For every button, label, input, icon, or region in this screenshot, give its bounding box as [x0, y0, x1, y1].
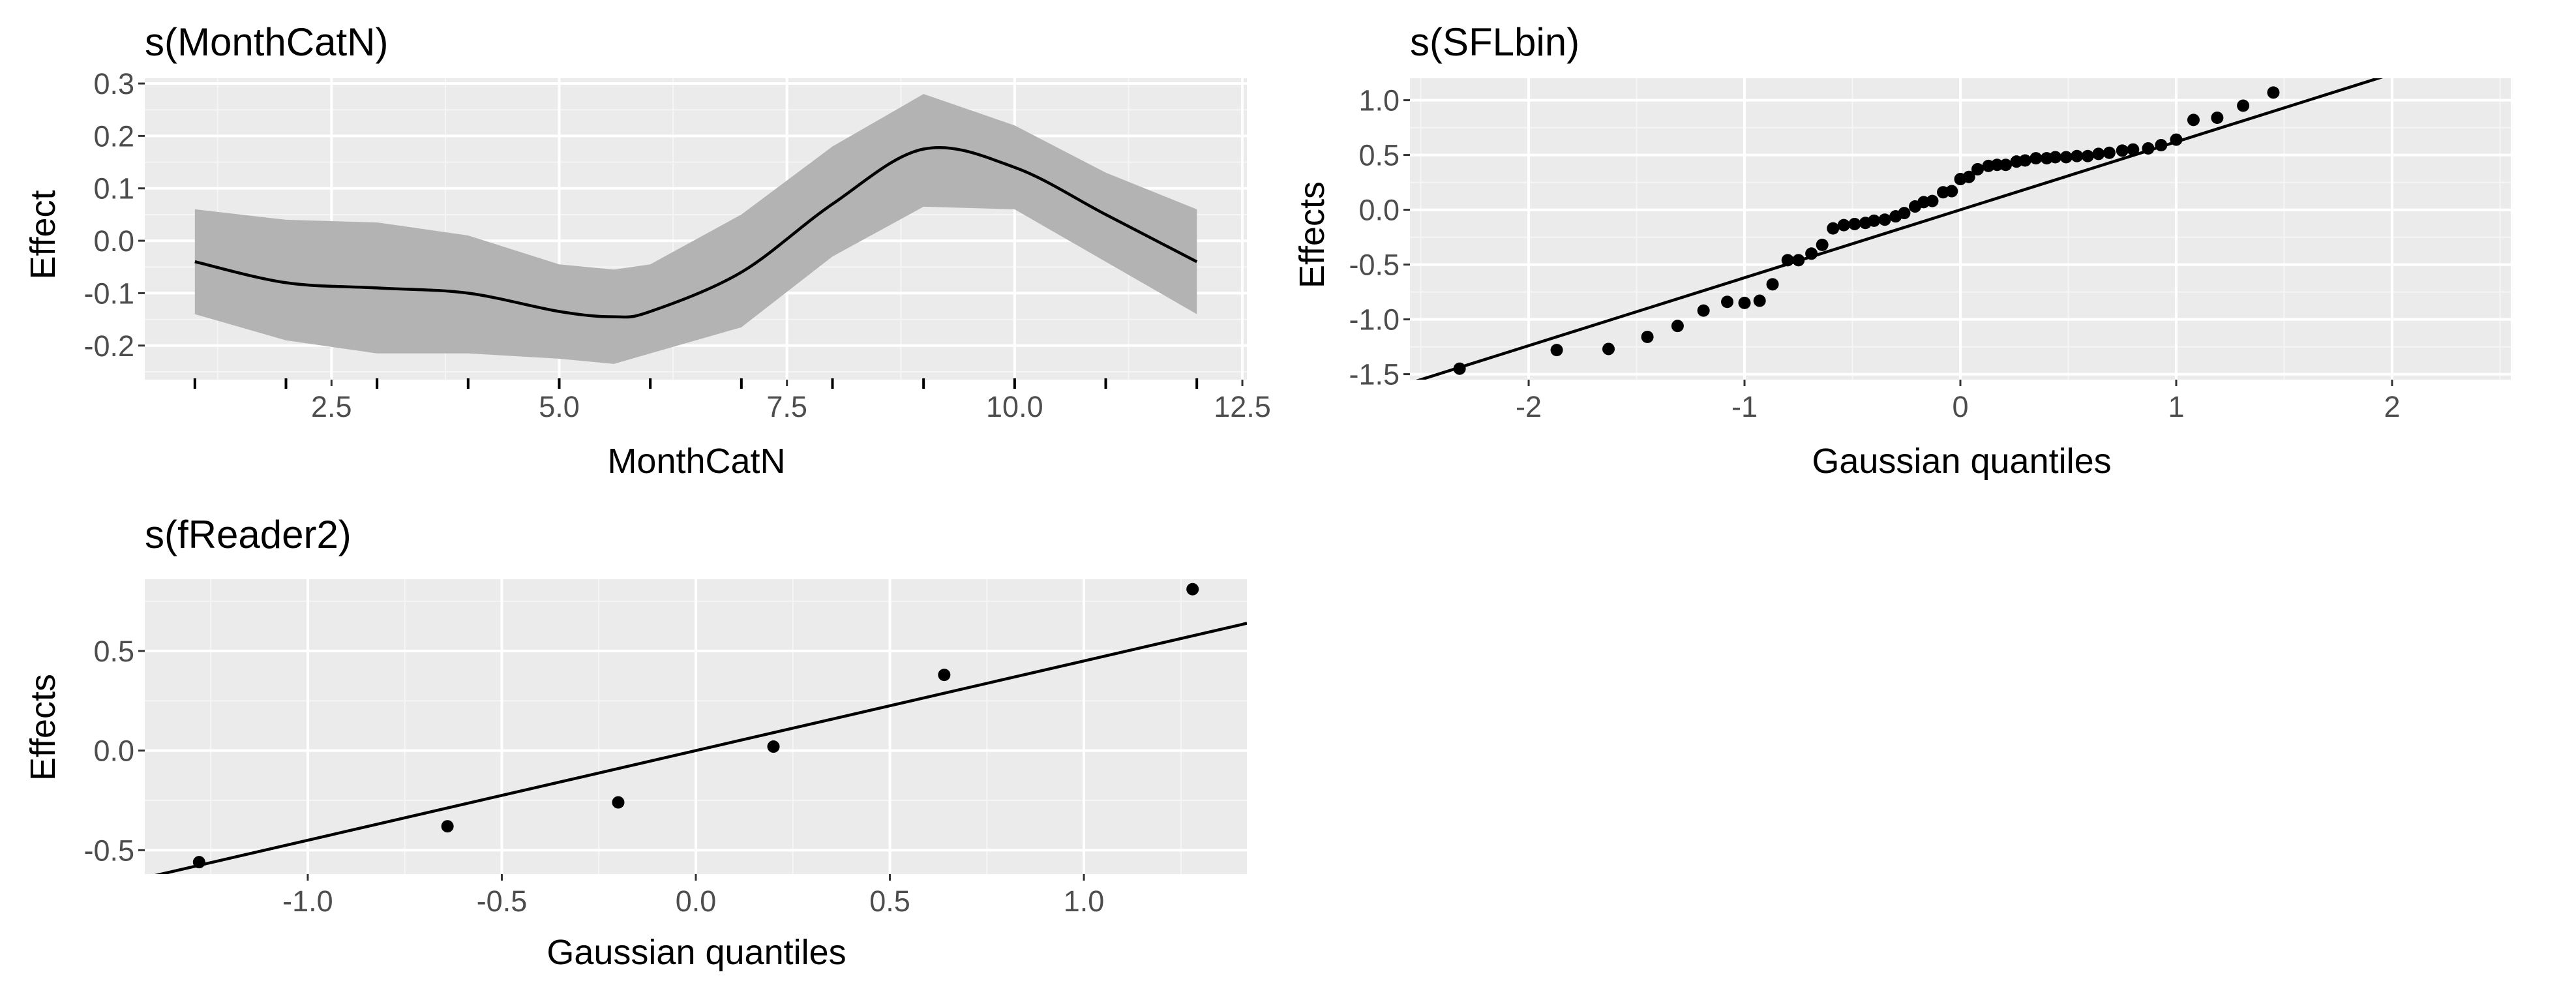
sfl-data-point: [2267, 86, 2280, 99]
sfl-x-tick-label: 0: [1952, 390, 1968, 423]
sfl-data-point: [2092, 147, 2105, 160]
month-x-tick-label: 5.0: [539, 390, 580, 423]
reader-data-point: [441, 820, 454, 833]
sfl-reference-line: [1416, 78, 2384, 380]
monthcatn-y-axis-label: Effect: [23, 190, 63, 279]
monthcatn-panel: s(MonthCatN) MonthCatN Effect 2.5 5.0 7.5 1…: [23, 20, 1271, 481]
monthcatn-x-axis-label: MonthCatN: [607, 442, 785, 481]
sfl-data-point: [1848, 217, 1861, 230]
reader-x-tick-label: 0.0: [676, 885, 717, 918]
reader-data-point: [767, 740, 780, 753]
sfl-y-tick-label: 0.0: [1358, 194, 1400, 227]
reader-plot-area: [155, 622, 1247, 874]
reader-y-tick-label: 0.5: [93, 635, 134, 668]
sfl-data-point: [1868, 214, 1881, 227]
month-y-tick-label: 0.0: [93, 224, 134, 258]
month-x-tick-label: 12.5: [1214, 390, 1271, 423]
sfl-data-point: [2155, 138, 2168, 151]
sfl-data-point: [1721, 295, 1734, 309]
sflbin-x-axis-label: Gaussian quantiles: [1812, 442, 2111, 481]
sfl-y-tick-label: -1.5: [1349, 358, 1400, 391]
sfl-y-tick-label: 1.0: [1358, 84, 1400, 117]
sfl-x-tick-label: -1: [1731, 390, 1758, 423]
month-y-tick-label: 0.2: [93, 119, 134, 153]
sfl-data-point: [1816, 238, 1829, 251]
freader2-x-axis-label: Gaussian quantiles: [547, 933, 846, 972]
sfl-data-point: [1999, 159, 2013, 172]
sfl-data-point: [1827, 222, 1840, 235]
reader-x-tick-label: 1.0: [1064, 885, 1105, 918]
sflbin-panel-title: s(SFLbin): [1410, 20, 1580, 64]
sfl-data-point: [2018, 154, 2031, 167]
monthcatn-panel-title: s(MonthCatN): [145, 20, 388, 64]
sfl-data-point: [1602, 342, 1615, 356]
sfl-data-point: [2237, 99, 2250, 112]
sflbin-y-axis-label: Effects: [1293, 181, 1332, 288]
sfl-data-point: [2049, 151, 2062, 164]
sfl-data-point: [1878, 213, 1891, 226]
freader2-panel-title: s(fReader2): [145, 513, 352, 556]
sfl-data-point: [1766, 278, 1779, 291]
sfl-data-point: [1805, 247, 1818, 260]
sfl-data-point: [1753, 294, 1766, 307]
sflbin-panel: s(SFLbin) Gaussian quantiles Effects -2 -…: [1293, 20, 2511, 481]
month-plot-area: [194, 94, 1198, 364]
reader-data-point: [612, 796, 625, 809]
month-confidence-band: [194, 94, 1197, 364]
month-x-tick-label: 2.5: [311, 390, 352, 423]
sfl-data-point: [2071, 149, 2084, 162]
reader-y-tick-label: -0.5: [83, 834, 134, 867]
sfl-data-point: [1792, 254, 1805, 267]
sfl-y-tick-label: -0.5: [1349, 249, 1400, 282]
sfl-data-point: [1641, 330, 1654, 343]
month-y-tick-label: -0.1: [83, 277, 134, 310]
sfl-data-point: [2187, 114, 2200, 127]
sfl-data-point: [1671, 320, 1684, 333]
sfl-data-point: [2170, 133, 2183, 146]
sfl-data-point: [2211, 111, 2224, 124]
sfl-data-point: [1971, 162, 1984, 175]
sfl-data-point: [2127, 143, 2140, 156]
sfl-data-point: [1962, 170, 1975, 183]
sfl-data-point: [1550, 344, 1563, 357]
reader-data-point: [938, 669, 951, 682]
reader-x-tick-label: -1.0: [282, 885, 333, 918]
sfl-data-point: [2029, 152, 2043, 165]
sfl-data-point: [1990, 159, 2003, 172]
freader2-panel: s(fReader2) Gaussian quantiles Effects -…: [23, 513, 1247, 972]
sfl-data-point: [2059, 151, 2073, 164]
sfl-data-point: [1837, 219, 1850, 232]
sfl-y-tick-label: 0.5: [1358, 139, 1400, 172]
month-y-tick-label: 0.3: [93, 67, 134, 100]
reader-data-point: [1186, 583, 1199, 596]
reader-y-tick-label: 0.0: [93, 735, 134, 768]
sfl-data-point: [1697, 304, 1710, 317]
reader-data-point: [192, 856, 205, 869]
sfl-plot-area: [1416, 78, 2384, 380]
sfl-data-point: [1926, 194, 1939, 207]
sfl-data-point: [2142, 142, 2155, 155]
sfl-data-point: [2116, 144, 2129, 157]
sfl-data-point: [2081, 149, 2094, 162]
sfl-data-point: [1738, 296, 1751, 309]
month-smooth-line: [194, 145, 1198, 319]
month-x-tick-label: 7.5: [766, 390, 807, 423]
reader-x-tick-label: 0.5: [869, 885, 910, 918]
reader-reference-line: [155, 622, 1247, 874]
sfl-data-point: [1898, 207, 1911, 220]
sfl-x-tick-label: -2: [1516, 390, 1542, 423]
sfl-data-point: [2103, 146, 2116, 159]
sfl-x-tick-label: 2: [2384, 390, 2400, 423]
freader2-y-axis-label: Effects: [23, 674, 63, 781]
sfl-data-point: [1781, 254, 1794, 267]
sfl-x-tick-label: 1: [2168, 390, 2184, 423]
sfl-y-tick-label: -1.0: [1349, 303, 1400, 337]
month-y-tick-label: -0.2: [83, 329, 134, 363]
sfl-data-point: [1453, 362, 1466, 375]
month-x-tick-label: 10.0: [986, 390, 1043, 423]
month-y-tick-label: 0.1: [93, 172, 134, 205]
reader-x-tick-label: -0.5: [477, 885, 528, 918]
sfl-data-point: [1945, 185, 1958, 198]
